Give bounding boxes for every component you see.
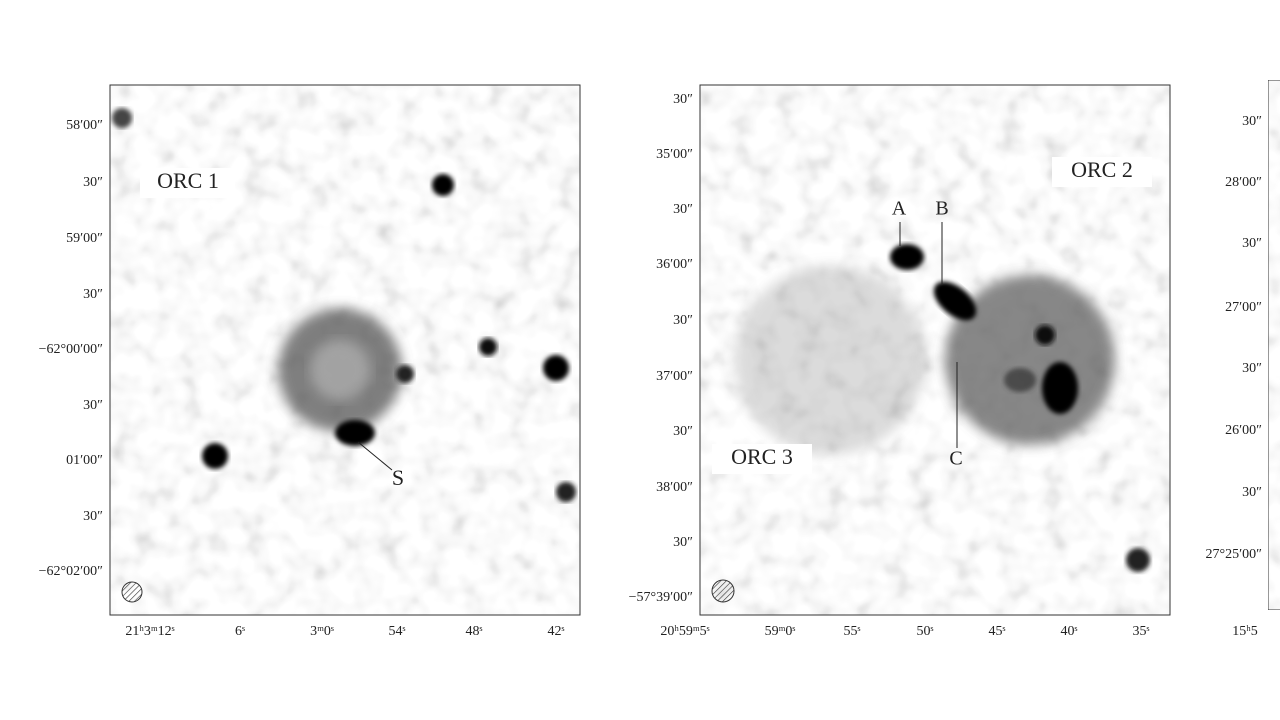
y-tick-label: 30″	[673, 313, 693, 328]
y-tick-label: 30″	[83, 398, 103, 413]
y-tick-label: 30″	[673, 535, 693, 550]
pointer	[357, 441, 393, 471]
annotation: ORC 2	[1071, 157, 1133, 182]
y-tick-label: 30″	[673, 92, 693, 107]
x-tick-label: 59ᵐ0ˢ	[765, 624, 796, 639]
y-tick-label: 30″	[673, 424, 693, 439]
annotation: B	[935, 198, 948, 220]
annotation: C	[949, 448, 962, 470]
x-tick-label: 48ˢ	[466, 624, 483, 639]
panel-frame	[109, 84, 581, 616]
beam	[121, 581, 143, 603]
y-tick-label: 30″	[673, 202, 693, 217]
y-tick-label: 30″	[83, 175, 103, 190]
x-tick-label: 15ʰ5	[1232, 624, 1258, 639]
beam	[711, 579, 735, 603]
panel-frame	[699, 84, 1171, 616]
y-tick-label: 30″	[83, 287, 103, 302]
y-tick-label: 30″	[1242, 114, 1262, 129]
x-tick-label: 55ˢ	[844, 624, 861, 639]
y-tick-label: 35′00″	[656, 147, 693, 162]
x-tick-label: 35ˢ	[1133, 624, 1150, 639]
annotation: S	[392, 465, 404, 490]
y-tick-label: 01′00″	[66, 453, 103, 468]
y-tick-label: −57°39′00″	[629, 590, 694, 605]
y-tick-label: 30″	[1242, 485, 1262, 500]
x-tick-label: 3ᵐ0ˢ	[310, 624, 334, 639]
y-tick-label: 30″	[83, 509, 103, 524]
y-tick-label: 38′00″	[656, 480, 693, 495]
y-tick-label: 27′00″	[1225, 300, 1262, 315]
x-tick-label: 42ˢ	[548, 624, 565, 639]
annotation: ORC 1	[157, 168, 219, 193]
x-tick-label: 20ʰ59ᵐ5ˢ	[660, 624, 709, 639]
y-tick-label: 37′00″	[656, 369, 693, 384]
y-tick-label: 58′00″	[66, 118, 103, 133]
y-tick-label: 30″	[1242, 361, 1262, 376]
label-box	[140, 168, 235, 198]
annotation: ORC 3	[731, 444, 793, 469]
x-tick-label: 40ˢ	[1061, 624, 1078, 639]
y-tick-label: 26′00″	[1225, 423, 1262, 438]
y-tick-label: −62°02′00″	[39, 564, 104, 579]
x-tick-label: 50ˢ	[917, 624, 934, 639]
panel-image	[1268, 80, 1280, 610]
x-tick-label: 54ˢ	[389, 624, 406, 639]
annotation: A	[892, 198, 907, 220]
y-tick-label: 28′00″	[1225, 175, 1262, 190]
y-tick-label: 59′00″	[66, 231, 103, 246]
y-tick-label: 27°25′00″	[1206, 547, 1263, 562]
y-tick-label: 36′00″	[656, 257, 693, 272]
panel-image	[110, 85, 580, 615]
y-tick-label: 30″	[1242, 236, 1262, 251]
x-tick-label: 6ˢ	[235, 624, 245, 639]
label-box	[1052, 157, 1152, 187]
x-tick-label: 45ˢ	[989, 624, 1006, 639]
x-tick-label: 21ʰ3ᵐ12ˢ	[125, 624, 174, 639]
y-tick-label: −62°00′00″	[39, 342, 104, 357]
label-box	[712, 444, 812, 474]
